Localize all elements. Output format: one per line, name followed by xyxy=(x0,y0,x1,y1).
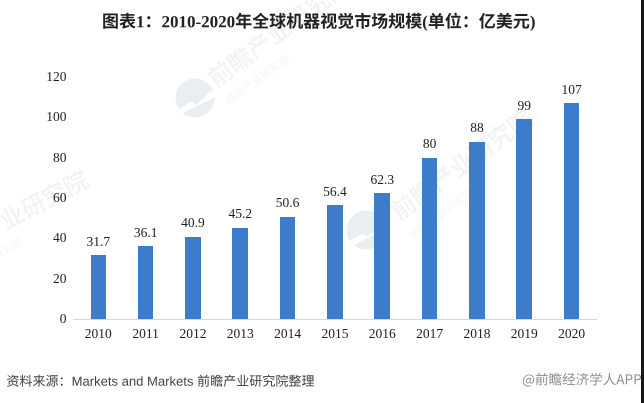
bar-2020 xyxy=(563,103,580,319)
y-tick-label: 20 xyxy=(53,270,67,286)
x-tick-label-2012: 2012 xyxy=(179,325,207,341)
bar-2015 xyxy=(327,205,343,319)
bar-2017 xyxy=(421,157,438,319)
bar-2011 xyxy=(137,246,154,319)
bar-2012 xyxy=(185,236,201,319)
y-tick-label: 80 xyxy=(53,149,67,165)
x-tick-label-2011: 2011 xyxy=(132,325,159,341)
data-label-2015: 56.4 xyxy=(323,183,347,199)
y-tick-label: 40 xyxy=(53,230,67,246)
bar-2010 xyxy=(90,255,107,319)
bar-2013 xyxy=(232,227,249,319)
bar-2018 xyxy=(469,141,485,319)
data-label-2017: 80 xyxy=(422,136,437,152)
data-label-2013: 45.2 xyxy=(228,206,253,222)
data-label-2018: 88 xyxy=(470,120,484,136)
data-label-2010: 31.7 xyxy=(86,233,111,249)
y-tick-label: 100 xyxy=(46,109,67,125)
x-tick-label-2015: 2015 xyxy=(321,325,349,341)
bar-2019 xyxy=(516,119,533,319)
chart-title-glyphs xyxy=(103,12,535,31)
x-tick-label-2016: 2016 xyxy=(368,325,396,341)
credit-glyphs xyxy=(522,372,641,387)
x-tick-label-2018: 2018 xyxy=(463,325,491,341)
y-tick-label: 0 xyxy=(59,311,67,326)
x-tick-label-2013: 2013 xyxy=(226,325,254,341)
x-axis-line xyxy=(73,318,597,320)
data-label-2016: 62.3 xyxy=(370,171,395,187)
bar-2014 xyxy=(279,216,296,319)
bar-2016 xyxy=(374,193,391,319)
x-tick-label-2014: 2014 xyxy=(274,325,302,341)
right-edge-border xyxy=(641,0,644,403)
x-tick-label-2019: 2019 xyxy=(510,325,538,341)
data-label-2014: 50.6 xyxy=(275,195,300,211)
watermark-tile-b xyxy=(0,167,91,281)
data-label-2020: 107 xyxy=(561,81,582,97)
source-note-glyphs xyxy=(7,374,315,387)
x-tick-label-2010: 2010 xyxy=(84,325,112,341)
y-tick-label: 60 xyxy=(53,190,67,205)
data-label-2012: 40.9 xyxy=(181,215,205,231)
x-tick-label-2017: 2017 xyxy=(416,325,444,341)
data-label-2019: 99 xyxy=(517,97,532,113)
data-label-2011: 36.1 xyxy=(133,224,158,240)
x-tick-label-2020: 2020 xyxy=(558,325,586,341)
y-tick-label: 120 xyxy=(46,69,67,84)
